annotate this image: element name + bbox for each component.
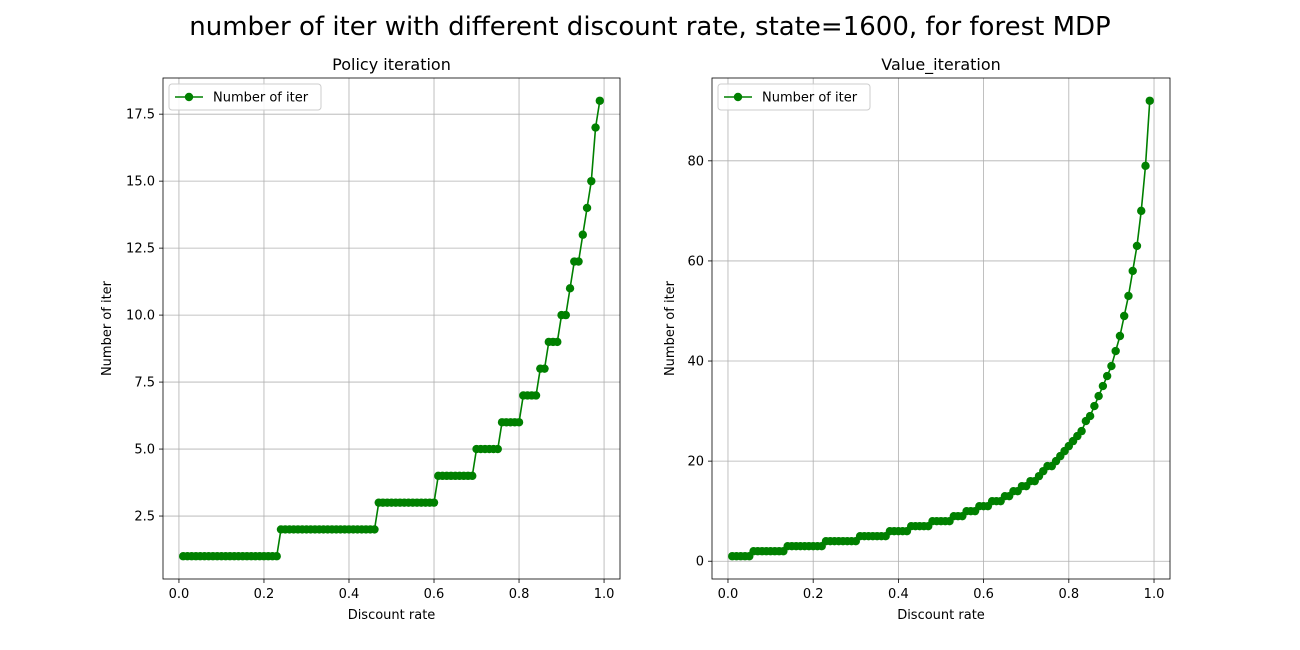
y-axis-label: Number of iter: [663, 280, 678, 376]
y-tick-label: 20: [687, 455, 704, 470]
x-tick-label: 0.0: [169, 587, 190, 602]
data-point: [429, 498, 439, 507]
x-tick-label: 0.8: [509, 587, 530, 602]
y-tick-label: 15.0: [126, 175, 155, 190]
legend-marker-swatch: [184, 92, 194, 102]
legend-marker-swatch: [733, 92, 743, 102]
data-point: [1137, 206, 1146, 216]
data-point: [531, 391, 541, 400]
data-point: [578, 230, 588, 239]
figure-title: number of iter with different discount r…: [189, 12, 1110, 42]
data-point: [595, 96, 605, 105]
y-tick-label: 7.5: [134, 376, 155, 391]
data-point: [493, 444, 502, 454]
y-tick-label: 0: [696, 555, 704, 570]
data-point: [1115, 331, 1125, 341]
policy-iteration-chart: Policy iteration 0.0 0.2 0.4 0.6 0.8 1.0 2.5 5.0…: [100, 55, 621, 623]
x-axis-label: Discount rate: [348, 608, 436, 623]
data-point: [540, 364, 549, 373]
data-point: [591, 123, 600, 132]
x-axis-label: Discount rate: [897, 608, 985, 623]
data-point: [1128, 266, 1137, 276]
data-point: [468, 471, 477, 481]
y-axis-label: Number of iter: [100, 280, 115, 376]
x-tick-label: 0.6: [424, 587, 445, 602]
x-tick-label: 0.2: [803, 587, 824, 602]
x-tick-label: 1.0: [1144, 587, 1165, 602]
axes-frame: [162, 77, 621, 580]
x-tick-label: 0.8: [1058, 587, 1079, 602]
data-point: [1085, 411, 1095, 421]
y-tick-label: 60: [687, 254, 704, 269]
x-tick-label: 1.0: [594, 587, 615, 602]
x-tick-label: 0.6: [973, 587, 994, 602]
x-tick-label: 0.2: [254, 587, 275, 602]
y-tick-label: 2.5: [134, 510, 155, 525]
data-point: [553, 337, 562, 347]
y-tick-label: 80: [687, 154, 704, 169]
data-point: [1132, 241, 1142, 251]
data-point: [1090, 401, 1099, 411]
data-point: [514, 418, 524, 427]
y-tick-label: 40: [687, 355, 704, 370]
data-point: [1094, 391, 1103, 401]
data-point: [1145, 96, 1154, 105]
x-tick-label: 0.0: [718, 587, 739, 602]
data-point: [587, 176, 596, 186]
y-tick-label: 12.5: [126, 242, 155, 257]
data-point: [272, 552, 281, 561]
data-point: [1098, 381, 1108, 391]
legend-label: Number of iter: [213, 91, 309, 106]
y-tick-label: 17.5: [126, 108, 155, 123]
data-point: [1102, 371, 1112, 381]
x-tick-label: 0.4: [888, 587, 909, 602]
policy-chart-title: Policy iteration: [332, 55, 451, 74]
series-line: [732, 100, 1151, 558]
value-chart-title: Value_iteration: [881, 55, 1001, 75]
data-point: [582, 203, 592, 213]
data-point: [574, 257, 583, 266]
data-point: [1111, 346, 1120, 356]
data-point: [565, 284, 575, 293]
data-point: [1107, 361, 1116, 371]
data-point: [1141, 161, 1150, 171]
series-line: [183, 100, 601, 558]
legend-box: [168, 83, 322, 111]
value-iteration-chart: Value_iteration 0.0 0.2 0.4 0.6 0.8 1.0 0 20 40 60…: [663, 55, 1171, 623]
y-tick-label: 10.0: [126, 309, 155, 324]
x-tick-label: 0.4: [339, 587, 360, 602]
y-tick-label: 5.0: [134, 443, 155, 458]
axes-frame: [711, 77, 1171, 580]
data-point: [561, 310, 570, 320]
data-point: [1077, 426, 1086, 436]
data-point: [370, 525, 379, 534]
legend-box: [717, 83, 871, 111]
data-point: [1124, 291, 1133, 301]
legend-label: Number of iter: [762, 91, 858, 106]
data-point: [1120, 311, 1129, 321]
